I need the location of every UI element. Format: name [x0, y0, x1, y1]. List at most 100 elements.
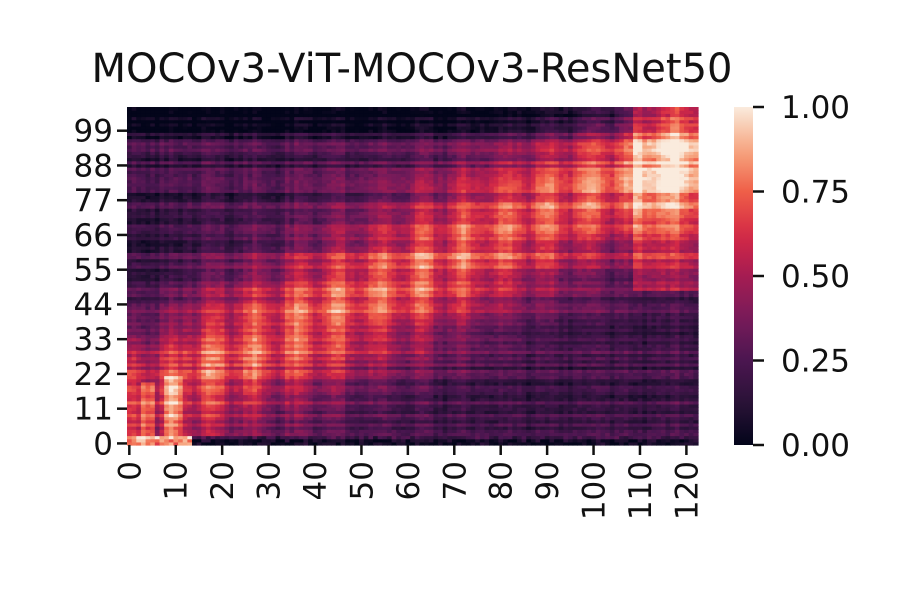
heatmap-cell	[438, 422, 444, 427]
heatmap-cell	[238, 340, 244, 345]
heatmap-cell	[312, 381, 318, 386]
heatmap-cell	[215, 343, 221, 348]
heatmap-cell	[294, 419, 300, 424]
heatmap-cell	[205, 362, 212, 367]
heatmap-cell	[256, 388, 263, 392]
heatmap-cell	[229, 397, 235, 402]
heatmap-cell	[359, 375, 365, 380]
heatmap-cell	[623, 353, 629, 358]
heatmap-cell	[554, 416, 560, 421]
heatmap-cell	[591, 432, 597, 437]
heatmap-cell	[331, 397, 337, 402]
heatmap-cell	[312, 384, 318, 389]
heatmap-cell	[159, 416, 165, 421]
heatmap-cell	[289, 422, 295, 427]
heatmap-cell	[298, 407, 304, 411]
heatmap-cell	[326, 369, 332, 373]
heatmap-cell	[623, 422, 629, 427]
heatmap-cell	[442, 422, 448, 427]
heatmap-cell	[693, 375, 699, 380]
heatmap-cell	[233, 416, 240, 421]
heatmap-cell	[563, 429, 569, 433]
heatmap-cell	[191, 331, 198, 336]
heatmap-cell	[210, 400, 216, 405]
heatmap-cell	[600, 353, 606, 358]
heatmap-cell	[256, 366, 263, 370]
heatmap-cell	[581, 356, 588, 361]
heatmap-cell	[247, 419, 253, 424]
heatmap-cell	[535, 366, 541, 370]
heatmap-cell	[535, 429, 541, 433]
heatmap-cell	[535, 337, 541, 342]
heatmap-cell	[289, 343, 295, 348]
heatmap-cell	[674, 324, 681, 329]
heatmap-cell	[577, 407, 583, 411]
heatmap-cell	[688, 410, 694, 415]
heatmap-cell	[581, 321, 588, 326]
heatmap-cell	[154, 343, 161, 348]
heatmap-cell	[628, 388, 634, 392]
heatmap-cell	[591, 353, 597, 358]
heatmap-cell	[688, 394, 694, 399]
heatmap-cell	[303, 328, 309, 332]
heatmap-cell	[526, 435, 532, 440]
heatmap-cell	[475, 334, 481, 339]
heatmap-cell	[447, 416, 453, 421]
heatmap-cell	[637, 378, 643, 383]
heatmap-cell	[419, 375, 425, 380]
heatmap-cell	[461, 369, 467, 373]
heatmap-cell	[400, 419, 407, 424]
heatmap-cell	[359, 429, 365, 433]
heatmap-cell	[229, 331, 235, 336]
heatmap-cell	[187, 416, 193, 421]
heatmap-cell	[377, 432, 383, 437]
heatmap-cell	[535, 318, 541, 323]
heatmap-cell	[284, 366, 291, 370]
heatmap-cell	[489, 416, 495, 421]
heatmap-cell	[308, 413, 314, 418]
heatmap-cell	[424, 347, 430, 351]
heatmap-cell	[414, 315, 421, 320]
heatmap-cell	[424, 353, 430, 358]
heatmap-cell	[651, 413, 657, 418]
heatmap-cell	[419, 324, 425, 329]
heatmap-cell	[340, 419, 346, 424]
heatmap-cell	[461, 403, 467, 408]
heatmap-cell	[312, 343, 318, 348]
heatmap-cell	[270, 372, 277, 377]
heatmap-cell	[326, 407, 332, 411]
heatmap-cell	[637, 416, 643, 421]
heatmap-cell	[215, 410, 221, 415]
heatmap-cell	[507, 321, 513, 326]
heatmap-cell	[396, 343, 402, 348]
heatmap-cell	[424, 435, 430, 440]
heatmap-cell	[516, 407, 523, 411]
heatmap-cell	[484, 324, 490, 329]
heatmap-cell	[581, 388, 588, 392]
heatmap-cell	[465, 353, 472, 358]
heatmap-cell	[275, 413, 281, 418]
heatmap-cell	[688, 400, 694, 405]
heatmap-cell	[191, 441, 198, 446]
heatmap-cell	[544, 347, 551, 351]
heatmap-cell	[252, 350, 258, 354]
heatmap-cell	[581, 337, 588, 342]
heatmap-cell	[572, 375, 578, 380]
heatmap-cell	[191, 321, 198, 326]
heatmap-cell	[642, 356, 648, 361]
heatmap-cell	[679, 347, 685, 351]
heatmap-cell	[182, 419, 188, 424]
heatmap-cell	[512, 324, 518, 329]
heatmap-cell	[424, 413, 430, 418]
heatmap-cell	[354, 400, 360, 405]
heatmap-cell	[205, 366, 212, 370]
heatmap-cell	[586, 340, 592, 345]
heatmap-cell	[238, 362, 244, 367]
heatmap-cell	[252, 388, 258, 392]
heatmap-cell	[414, 388, 421, 392]
heatmap-cell	[219, 381, 226, 386]
heatmap-cell	[178, 334, 184, 339]
heatmap-cell	[168, 334, 175, 339]
heatmap-cell	[507, 407, 513, 411]
heatmap-cell	[326, 324, 332, 329]
